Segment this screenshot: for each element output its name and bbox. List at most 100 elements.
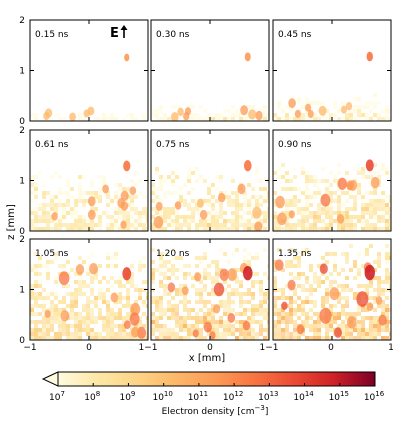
colorbar-tick-exponent: 15	[340, 390, 349, 398]
panel-time-label: 0.15 ns	[35, 30, 69, 40]
density-cell	[389, 272, 391, 276]
density-cell	[381, 304, 385, 308]
density-cell	[219, 248, 223, 252]
density-cell	[309, 288, 313, 292]
density-cell	[106, 300, 110, 304]
density-cell	[385, 227, 389, 231]
density-cell	[114, 332, 118, 336]
density-cell	[341, 288, 345, 292]
streamer-head	[244, 52, 251, 62]
density-cell	[203, 300, 207, 304]
density-cell	[86, 272, 90, 276]
density-cell	[102, 183, 106, 187]
density-cell	[151, 296, 155, 300]
density-cell	[114, 195, 118, 199]
density-cell	[62, 203, 66, 207]
density-cell	[171, 328, 175, 332]
density-cell	[207, 187, 211, 191]
density-cell	[325, 260, 329, 264]
density-cell	[46, 316, 50, 320]
density-cell	[106, 117, 110, 121]
density-cell	[203, 256, 207, 260]
density-cell	[98, 288, 102, 292]
density-cell	[235, 292, 239, 296]
density-cell	[118, 183, 122, 187]
density-cell	[301, 113, 305, 117]
density-cell	[54, 312, 58, 316]
density-cell	[171, 256, 175, 260]
density-cell	[223, 308, 227, 312]
density-cell	[86, 328, 90, 332]
density-cell	[277, 320, 281, 324]
density-cell	[187, 312, 191, 316]
density-cell	[385, 171, 389, 175]
density-cell	[62, 191, 66, 195]
density-cell	[273, 276, 277, 280]
density-cell	[211, 215, 215, 219]
density-cell	[329, 183, 333, 187]
density-cell	[239, 223, 243, 227]
density-cell	[337, 203, 341, 207]
density-cell	[321, 211, 325, 215]
density-hotspot	[174, 201, 182, 210]
density-cell	[353, 207, 357, 211]
density-cell	[293, 308, 297, 312]
density-cell	[365, 191, 369, 195]
x-tick-label: −1	[23, 343, 36, 353]
density-cell	[203, 272, 207, 276]
density-cell	[293, 288, 297, 292]
density-cell	[301, 105, 305, 109]
density-hotspot	[248, 109, 257, 120]
density-cell	[78, 328, 82, 332]
density-cell	[259, 300, 263, 304]
density-cell	[251, 292, 255, 296]
density-cell	[357, 171, 361, 175]
density-cell	[345, 324, 349, 328]
density-cell	[78, 191, 82, 195]
density-cell	[30, 292, 34, 296]
density-cell	[130, 207, 134, 211]
density-cell	[183, 203, 187, 207]
density-cell	[195, 167, 199, 171]
density-cell	[381, 324, 385, 328]
x-tick-label: 1−1	[139, 343, 158, 353]
colorbar-tick-exponent: 13	[270, 390, 279, 398]
colorbar-tick-label: 1016	[364, 390, 385, 403]
density-cell	[345, 336, 349, 340]
density-cell	[325, 332, 329, 336]
density-cell	[34, 195, 38, 199]
density-cell	[167, 316, 171, 320]
density-hotspot	[329, 287, 340, 301]
density-cell	[285, 324, 289, 328]
density-cell	[34, 332, 38, 336]
density-cell	[114, 280, 118, 284]
density-cell	[58, 215, 62, 219]
density-cell	[289, 304, 293, 308]
density-cell	[114, 312, 118, 316]
density-cell	[42, 191, 46, 195]
density-cell	[74, 332, 78, 336]
density-cell	[263, 109, 267, 113]
density-cell	[66, 195, 70, 199]
density-cell	[325, 296, 329, 300]
density-cell	[126, 215, 130, 219]
density-cell	[74, 336, 78, 340]
density-cell	[102, 296, 106, 300]
density-cell	[90, 328, 94, 332]
density-cell	[325, 227, 329, 231]
density-cell	[247, 300, 251, 304]
density-cell	[385, 203, 389, 207]
density-cell	[235, 207, 239, 211]
density-cell	[345, 328, 349, 332]
density-cell	[110, 113, 114, 117]
density-cell	[78, 336, 82, 340]
density-cell	[215, 268, 219, 272]
density-cell	[155, 117, 159, 121]
density-cell	[215, 272, 219, 276]
density-cell	[54, 227, 58, 231]
density-cell	[301, 288, 305, 292]
density-cell	[126, 296, 130, 300]
density-cell	[70, 332, 74, 336]
density-cell	[235, 191, 239, 195]
